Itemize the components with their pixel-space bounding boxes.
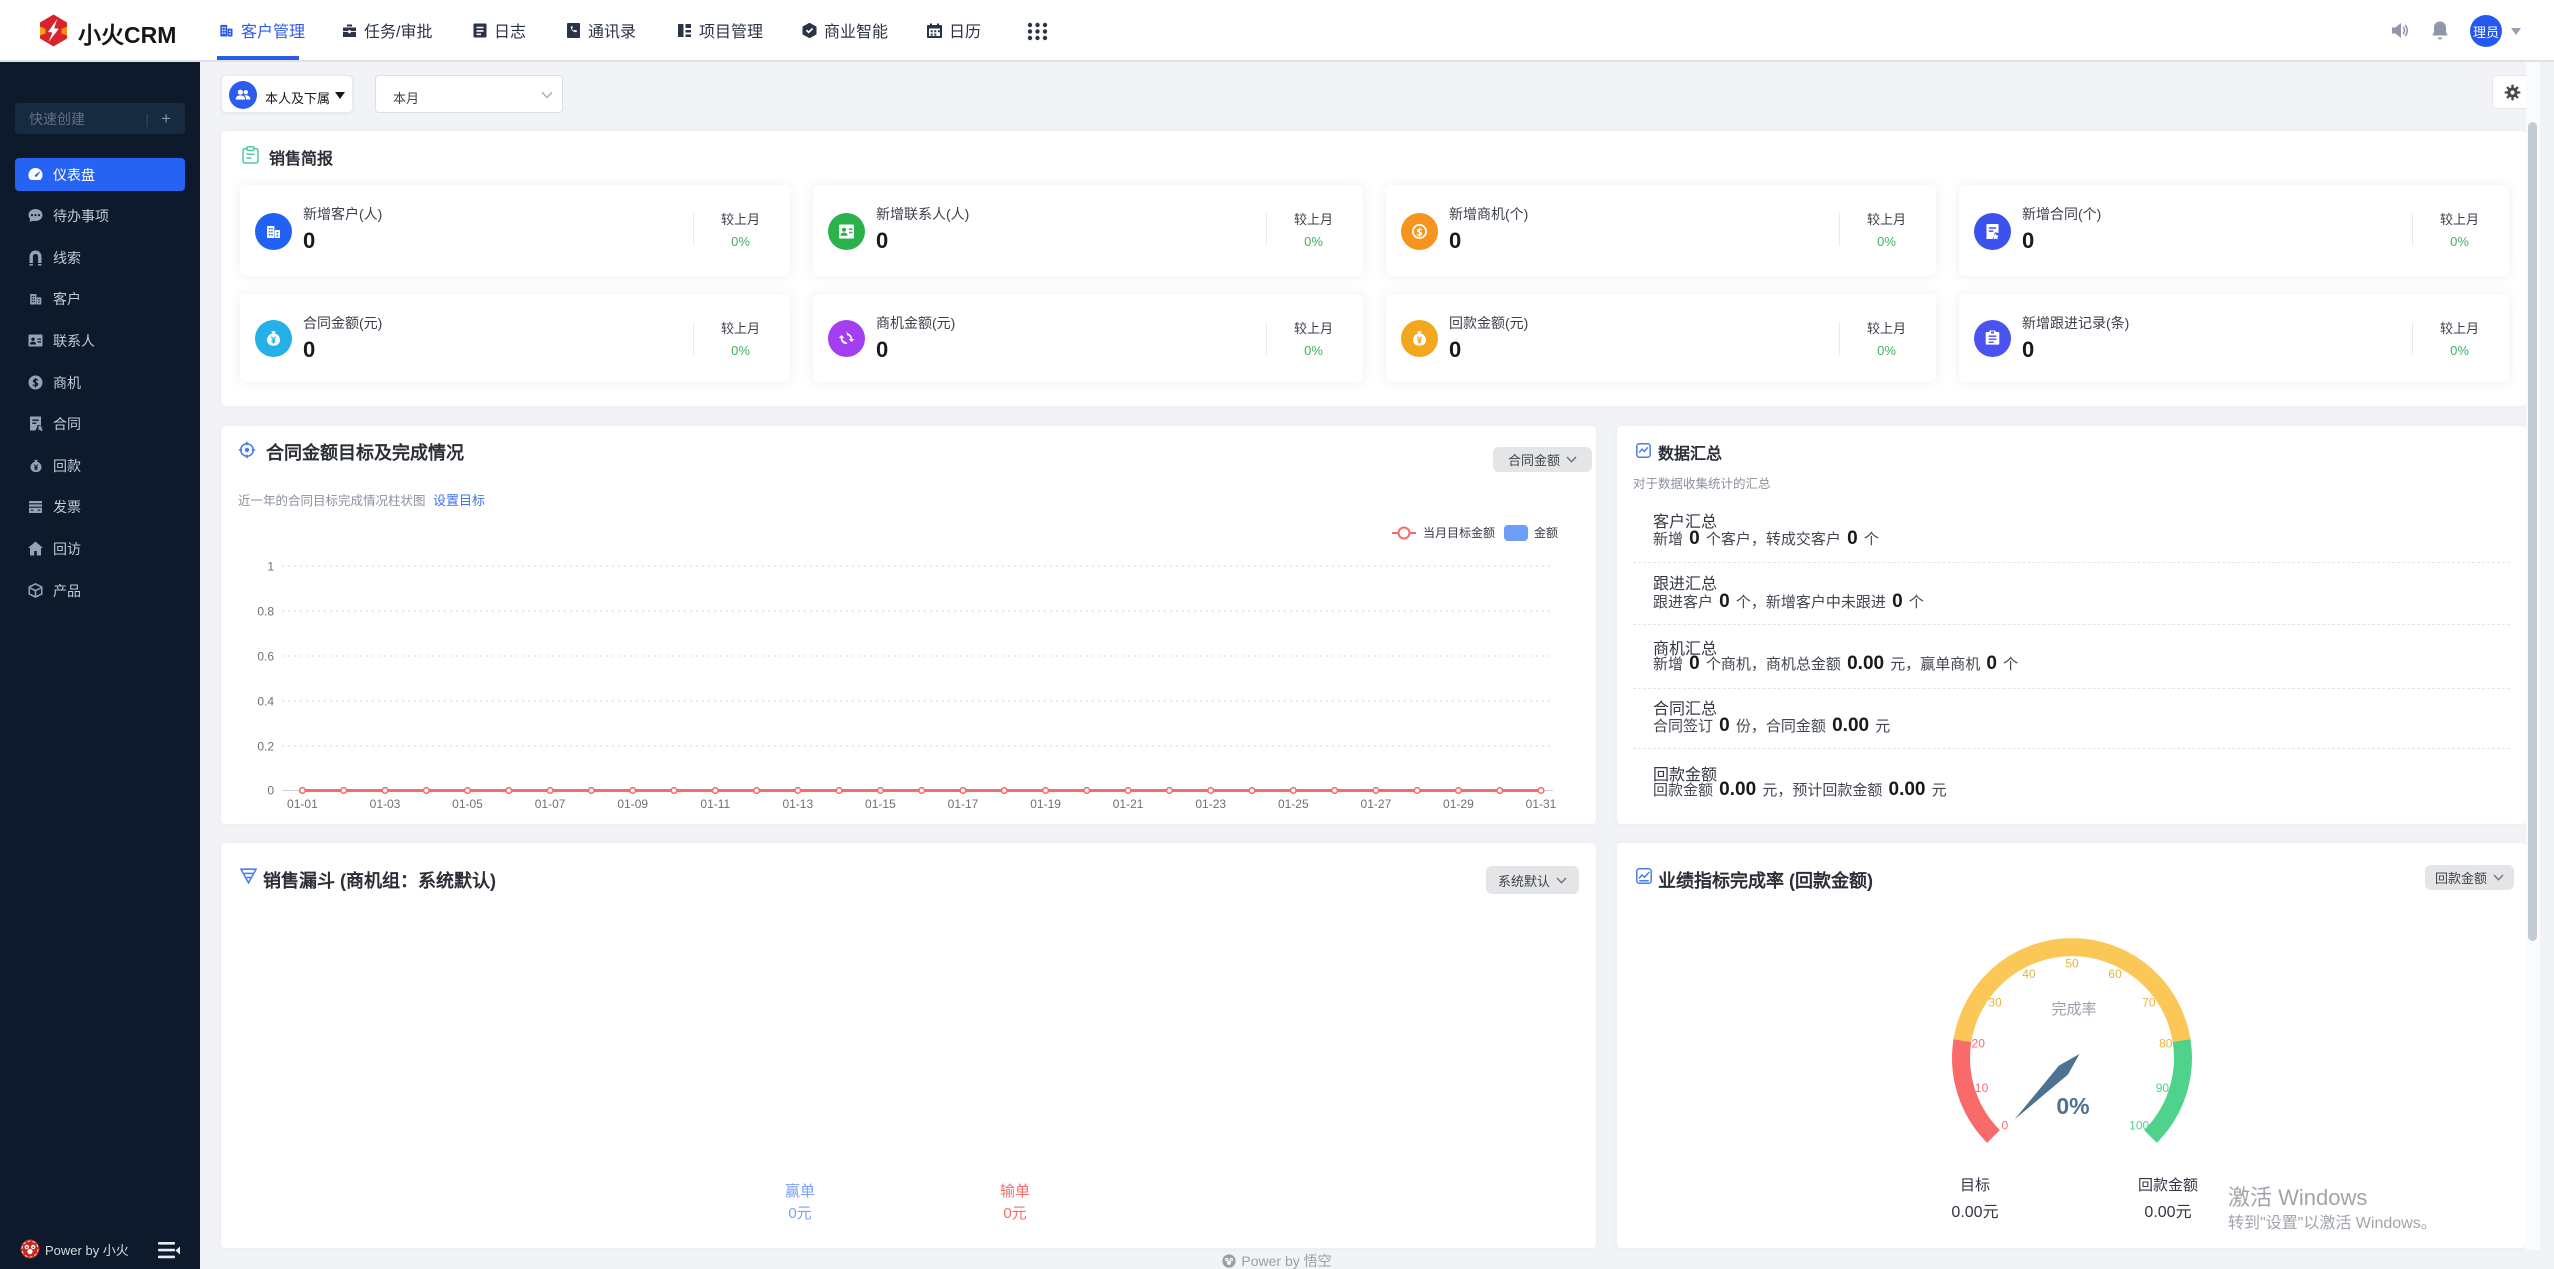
- svg-text:0: 0: [267, 784, 274, 798]
- svg-text:01-23: 01-23: [1195, 797, 1226, 811]
- svg-text:01-03: 01-03: [370, 797, 401, 811]
- svg-text:01-19: 01-19: [1030, 797, 1061, 811]
- svg-text:01-11: 01-11: [700, 797, 730, 811]
- svg-text:金额: 金额: [1534, 525, 1558, 540]
- svg-text:100: 100: [2129, 1119, 2149, 1133]
- svg-text:0.4: 0.4: [257, 695, 274, 709]
- svg-text:0.00元: 0.00元: [2144, 1204, 2191, 1221]
- svg-text:目标: 目标: [1960, 1177, 1990, 1194]
- svg-text:30: 30: [1988, 996, 2002, 1010]
- svg-text:80: 80: [2159, 1037, 2173, 1051]
- svg-text:40: 40: [2022, 967, 2036, 981]
- svg-text:0%: 0%: [2056, 1093, 2089, 1119]
- svg-text:完成率: 完成率: [2051, 1001, 2096, 1018]
- svg-text:50: 50: [2065, 957, 2079, 971]
- svg-text:01-27: 01-27: [1361, 797, 1392, 811]
- svg-text:01-05: 01-05: [452, 797, 483, 811]
- svg-text:0.2: 0.2: [257, 740, 274, 754]
- svg-text:0: 0: [2001, 1119, 2008, 1133]
- svg-text:01-17: 01-17: [948, 797, 979, 811]
- svg-text:01-07: 01-07: [535, 797, 566, 811]
- svg-text:01-29: 01-29: [1443, 797, 1474, 811]
- svg-text:20: 20: [1972, 1037, 1986, 1051]
- svg-text:1: 1: [267, 560, 274, 574]
- svg-text:60: 60: [2108, 967, 2122, 981]
- svg-text:01-01: 01-01: [287, 797, 318, 811]
- svg-text:0.6: 0.6: [257, 650, 274, 664]
- svg-text:0.00元: 0.00元: [1951, 1204, 1998, 1221]
- svg-text:01-31: 01-31: [1526, 797, 1557, 811]
- svg-text:01-25: 01-25: [1278, 797, 1309, 811]
- svg-text:0.8: 0.8: [257, 605, 274, 619]
- svg-text:01-15: 01-15: [865, 797, 896, 811]
- svg-text:70: 70: [2142, 996, 2156, 1010]
- svg-text:01-09: 01-09: [617, 797, 648, 811]
- svg-text:01-21: 01-21: [1113, 797, 1144, 811]
- svg-text:90: 90: [2156, 1081, 2170, 1095]
- svg-text:01-13: 01-13: [782, 797, 813, 811]
- svg-text:10: 10: [1975, 1081, 1989, 1095]
- svg-text:当月目标金额: 当月目标金额: [1423, 525, 1495, 540]
- svg-text:回款金额: 回款金额: [2138, 1177, 2198, 1194]
